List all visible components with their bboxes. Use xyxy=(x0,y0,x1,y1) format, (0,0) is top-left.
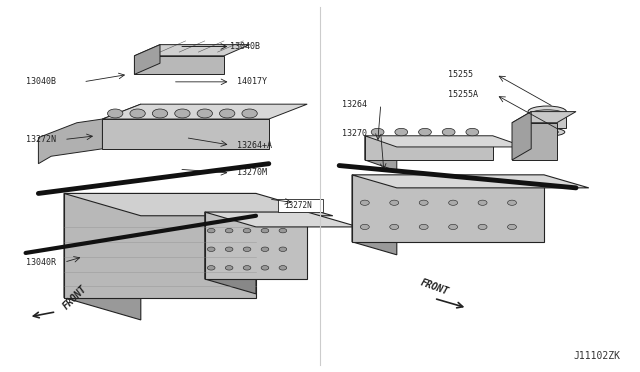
Polygon shape xyxy=(134,56,224,74)
Circle shape xyxy=(478,200,487,205)
Circle shape xyxy=(207,228,215,233)
Polygon shape xyxy=(205,212,256,294)
Circle shape xyxy=(360,224,369,230)
Polygon shape xyxy=(365,136,397,171)
Polygon shape xyxy=(352,175,589,188)
Circle shape xyxy=(243,247,251,251)
Text: 13272N: 13272N xyxy=(284,201,312,210)
Circle shape xyxy=(419,200,428,205)
Ellipse shape xyxy=(530,128,565,136)
Circle shape xyxy=(279,247,287,251)
Circle shape xyxy=(261,228,269,233)
Text: 13040B: 13040B xyxy=(230,42,260,51)
Polygon shape xyxy=(205,212,358,227)
Text: 13040B: 13040B xyxy=(26,77,56,86)
Circle shape xyxy=(279,266,287,270)
Circle shape xyxy=(508,224,516,230)
Polygon shape xyxy=(512,123,557,160)
Circle shape xyxy=(207,266,215,270)
Circle shape xyxy=(466,128,479,136)
Text: 13264+A: 13264+A xyxy=(237,141,272,150)
Circle shape xyxy=(442,128,455,136)
Circle shape xyxy=(279,228,287,233)
Circle shape xyxy=(419,128,431,136)
Polygon shape xyxy=(352,175,544,242)
Polygon shape xyxy=(512,112,531,160)
Text: FRONT: FRONT xyxy=(61,284,89,311)
Circle shape xyxy=(197,109,212,118)
Polygon shape xyxy=(102,119,269,149)
Ellipse shape xyxy=(531,110,563,117)
Text: 14017Y: 14017Y xyxy=(237,77,267,86)
Circle shape xyxy=(449,224,458,230)
Text: 13264: 13264 xyxy=(342,100,367,109)
Polygon shape xyxy=(528,113,566,128)
Text: J11102ZK: J11102ZK xyxy=(574,351,621,361)
Text: 13270M: 13270M xyxy=(237,169,267,177)
Polygon shape xyxy=(352,175,397,255)
Circle shape xyxy=(478,224,487,230)
Polygon shape xyxy=(102,104,307,119)
Ellipse shape xyxy=(536,129,559,135)
Polygon shape xyxy=(38,119,102,164)
Circle shape xyxy=(390,224,399,230)
Text: 15255A: 15255A xyxy=(448,90,478,99)
Text: 13040R: 13040R xyxy=(26,258,56,267)
Polygon shape xyxy=(64,193,141,320)
Circle shape xyxy=(130,109,145,118)
Circle shape xyxy=(371,128,384,136)
Circle shape xyxy=(261,266,269,270)
Circle shape xyxy=(261,247,269,251)
Polygon shape xyxy=(512,112,576,123)
Polygon shape xyxy=(365,136,493,160)
Circle shape xyxy=(225,247,233,251)
Circle shape xyxy=(108,109,123,118)
Circle shape xyxy=(419,224,428,230)
Polygon shape xyxy=(102,104,141,149)
Ellipse shape xyxy=(528,106,566,117)
Circle shape xyxy=(225,266,233,270)
Polygon shape xyxy=(134,45,250,56)
Circle shape xyxy=(360,200,369,205)
Circle shape xyxy=(395,128,408,136)
Circle shape xyxy=(449,200,458,205)
Circle shape xyxy=(243,228,251,233)
Text: 13270: 13270 xyxy=(342,129,367,138)
Text: FRONT: FRONT xyxy=(419,277,450,296)
FancyBboxPatch shape xyxy=(278,199,323,212)
Text: 15255: 15255 xyxy=(448,70,473,79)
Polygon shape xyxy=(365,136,525,147)
Text: 13272N: 13272N xyxy=(26,135,56,144)
Circle shape xyxy=(175,109,190,118)
Polygon shape xyxy=(64,193,256,298)
Polygon shape xyxy=(64,193,333,216)
Circle shape xyxy=(242,109,257,118)
Circle shape xyxy=(225,228,233,233)
Circle shape xyxy=(152,109,168,118)
Circle shape xyxy=(207,247,215,251)
Polygon shape xyxy=(134,45,160,74)
Circle shape xyxy=(390,200,399,205)
Circle shape xyxy=(243,266,251,270)
Circle shape xyxy=(508,200,516,205)
Circle shape xyxy=(220,109,235,118)
Polygon shape xyxy=(205,212,307,279)
